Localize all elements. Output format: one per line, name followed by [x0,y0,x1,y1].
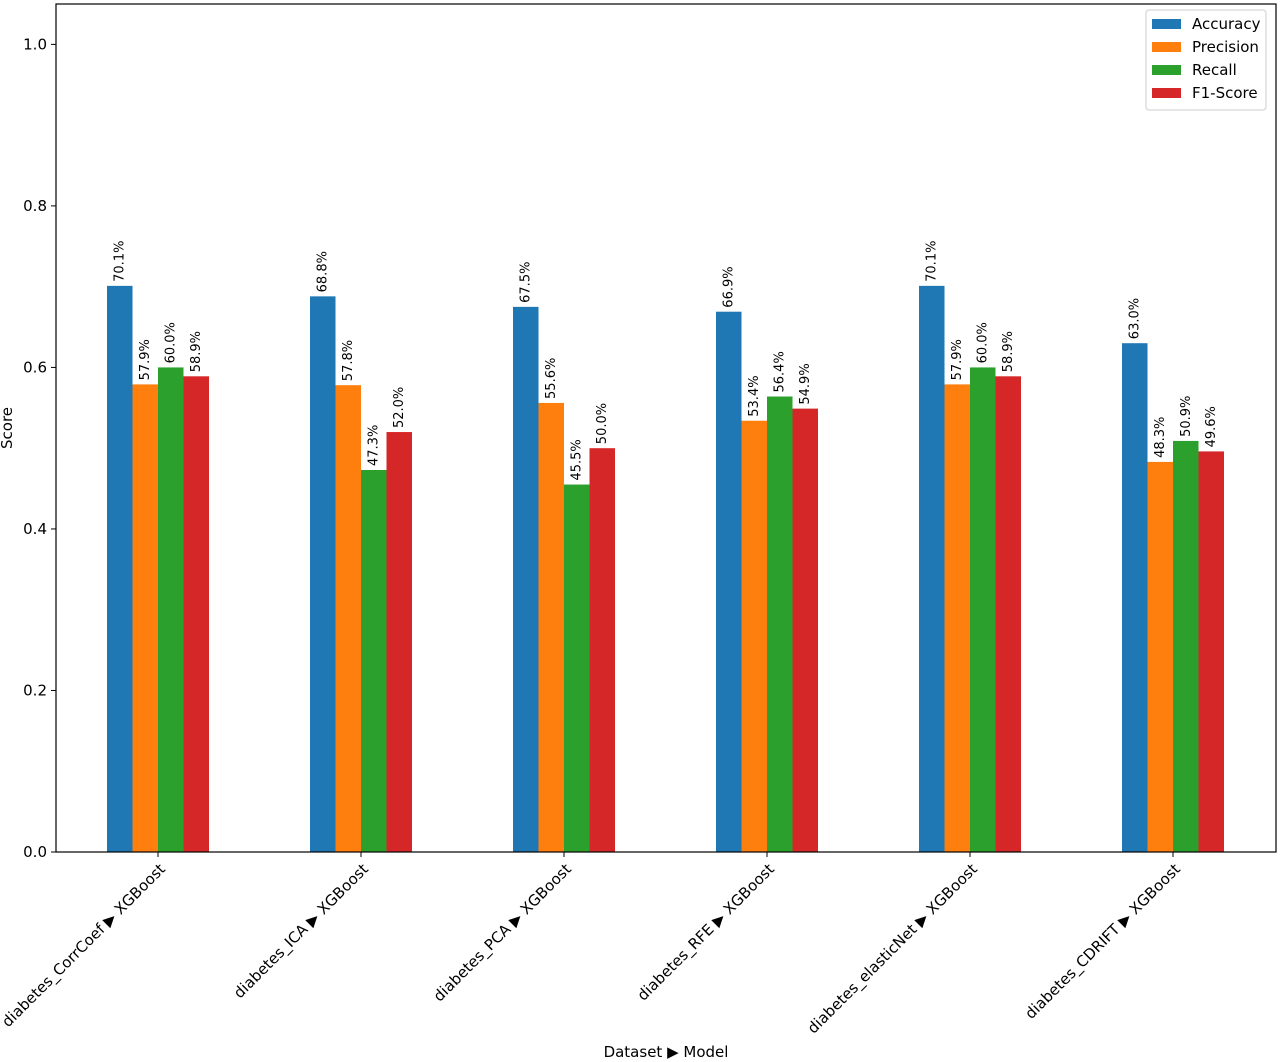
bar-accuracy-3 [716,311,742,852]
x-tick-label: diabetes_CDRIFT ▶ XGBoost [1021,860,1184,1023]
bar-accuracy-4 [919,285,945,853]
x-axis-label: Dataset ▶ Model [604,1043,729,1061]
bar-accuracy-5 [1122,343,1148,852]
bar-value-label: 60.0% [976,322,991,363]
bar-value-label: 47.3% [367,425,382,466]
bar-recall-4 [970,367,996,852]
bar-value-label: 70.1% [113,241,128,282]
x-tick-label: diabetes_CorrCoef ▶ XGBoost [0,860,170,1031]
y-axis-label: Score [0,407,16,449]
bar-labels-layer: 70.1% 68.8% 67.5% 66.9% 70.1% 63.0% 57.9% 57.8%… [113,241,1220,481]
plot-frame [55,3,1277,853]
bar-precision-3 [741,420,767,852]
bar-value-label: 55.6% [544,358,559,399]
bar-value-label: 68.8% [316,251,331,292]
y-tick-label: 0.6 [23,358,47,376]
bar-accuracy-1 [310,296,336,852]
legend: Accuracy Precision Recall F1-Score [1145,9,1267,111]
bar-precision-4 [944,384,970,852]
legend-label-accuracy: Accuracy [1192,15,1261,33]
x-tick-label: diabetes_elasticNet ▶ XGBoost [804,860,982,1038]
y-tick-label: 0.4 [23,520,47,538]
legend-swatch-f1-score [1152,88,1181,98]
legend-label-precision: Precision [1192,38,1259,56]
bar-recall-5 [1173,440,1199,852]
bar-precision-5 [1147,461,1173,852]
bar-value-label: 45.5% [570,439,585,480]
y-tick-label: 1.0 [23,35,47,53]
x-tick-label: diabetes_ICA ▶ XGBoost [230,860,373,1003]
legend-swatch-recall [1152,65,1181,75]
bar-f1-score-3 [792,408,818,852]
bar-value-label: 53.4% [747,375,762,416]
bar-recall-1 [361,469,387,852]
bar-precision-1 [335,385,361,852]
x-axis: diabetes_CorrCoef ▶ XGBoost diabetes_ICA … [0,852,1185,1038]
bar-value-label: 49.6% [1204,406,1219,447]
bar-recall-3 [767,396,793,852]
bar-value-label: 57.9% [950,339,965,380]
legend-label-f1-score: F1-Score [1192,84,1258,102]
bar-value-label: 50.0% [595,403,610,444]
bar-value-label: 56.4% [773,351,788,392]
bar-value-label: 67.5% [519,262,534,303]
bar-value-label: 48.3% [1153,417,1168,458]
legend-label-recall: Recall [1192,61,1237,79]
bar-value-label: 54.9% [798,363,813,404]
bar-value-label: 60.0% [164,322,179,363]
bars-layer [107,285,1224,853]
bar-value-label: 57.8% [341,340,356,381]
bar-accuracy-0 [107,285,133,853]
bar-recall-2 [564,484,590,852]
bar-precision-0 [132,384,158,852]
bar-f1-score-1 [386,432,412,852]
legend-swatch-precision [1152,42,1181,52]
bar-f1-score-2 [589,448,615,852]
y-axis: 0.0 0.2 0.4 0.6 0.8 1.0 [23,35,56,861]
y-tick-label: 0.2 [23,681,47,699]
bar-value-label: 57.9% [138,339,153,380]
y-tick-label: 0.0 [23,843,47,861]
bar-recall-0 [158,367,184,852]
bar-value-label: 66.9% [722,266,737,307]
legend-swatch-accuracy [1152,19,1181,29]
x-tick-label: diabetes_PCA ▶ XGBoost [430,860,576,1006]
bar-value-label: 63.0% [1128,298,1143,339]
bar-value-label: 70.1% [925,241,940,282]
bar-value-label: 58.9% [1001,331,1016,372]
bar-value-label: 52.0% [392,387,407,428]
x-tick-label: diabetes_RFE ▶ XGBoost [634,860,779,1005]
bar-value-label: 58.9% [189,331,204,372]
bar-f1-score-4 [995,376,1021,852]
y-tick-label: 0.8 [23,197,47,215]
bar-f1-score-0 [183,376,209,852]
bar-f1-score-5 [1198,451,1224,852]
bar-value-label: 50.9% [1179,396,1194,437]
legend-box [1145,9,1267,111]
bar-precision-2 [538,402,564,852]
bar-accuracy-2 [513,306,539,852]
